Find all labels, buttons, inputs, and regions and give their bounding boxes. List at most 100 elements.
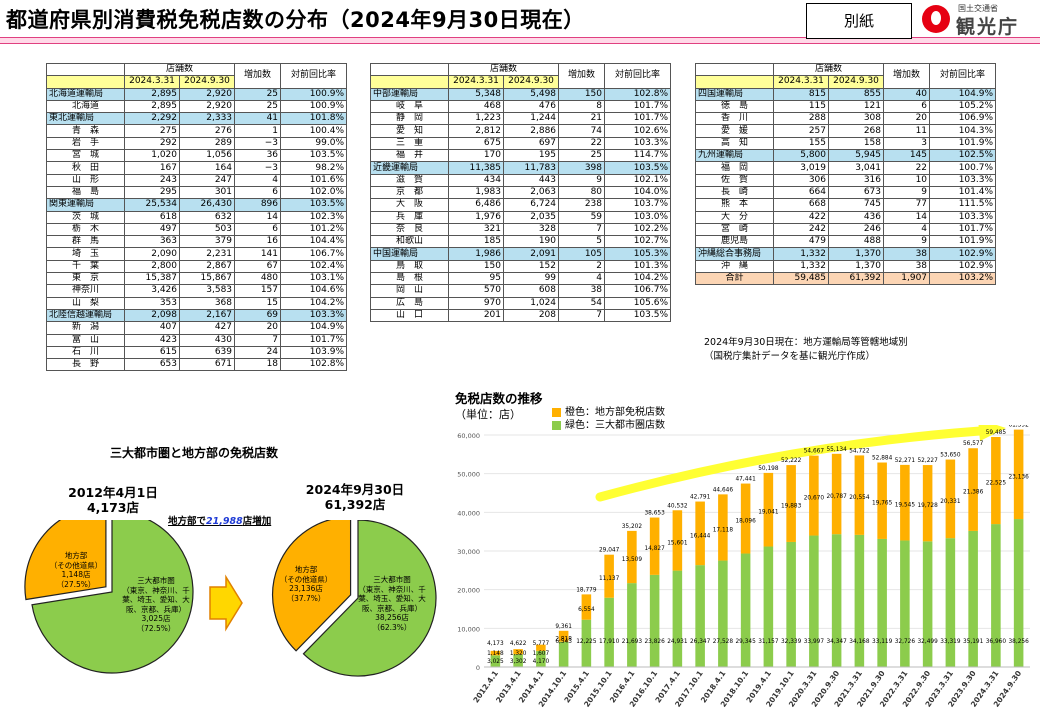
count-2024-9-30: 2,867 <box>178 259 236 274</box>
stores-header: 店舗数 <box>772 62 885 77</box>
count-2024-3-31: 6,486 <box>448 198 504 212</box>
count-2024-9-30: 436 <box>827 210 885 224</box>
pie-2-metro-sub: （東京、神奈川、千葉、埼玉、愛知、大阪、京都、兵庫） <box>358 584 426 613</box>
total-value-label: 47,441 <box>735 477 756 483</box>
date2-header: 2024.9.30 <box>502 75 560 89</box>
region-name: 山 口 <box>370 308 449 323</box>
ratio-value: 100.9% <box>280 99 348 114</box>
increase-value: 480 <box>234 272 282 286</box>
count-2024-3-31: 11,385 <box>448 161 504 175</box>
growth-arrow-icon <box>595 425 1006 502</box>
count-2024-9-30: 1,244 <box>502 112 560 126</box>
metro-value-label: 23,826 <box>644 639 665 645</box>
increase-value: 20 <box>234 321 282 335</box>
ratio-value: 105.3% <box>604 247 672 261</box>
ratio-value: 100.7% <box>929 161 997 175</box>
legend-regional-swatch <box>552 408 561 417</box>
table-row: 三 重 675 697 22 103.3% <box>370 136 672 151</box>
increase-value: 14 <box>883 210 931 224</box>
count-2024-9-30: 1,370 <box>827 247 885 261</box>
pie-1-metro-pct: （72.5%） <box>136 623 176 633</box>
count-2024-9-30: 745 <box>827 198 885 212</box>
bar-regional <box>627 530 637 584</box>
page-title: 都道府県別消費税免税店数の分布（2024年9月30日現在） <box>6 8 585 32</box>
table-row: 茨 城 618 632 14 102.3% <box>46 210 348 224</box>
count-2024-3-31: 970 <box>448 296 504 310</box>
count-2024-9-30: 1,056 <box>178 149 236 163</box>
metro-value-label: 17,910 <box>599 639 620 645</box>
bar-regional <box>786 465 796 542</box>
table-row: 東北運輸局 2,292 2,333 41 101.8% <box>46 112 348 126</box>
regional-value-label: 17,118 <box>713 527 734 533</box>
count-2024-3-31: 257 <box>773 124 829 138</box>
count-2024-9-30: 2,091 <box>502 247 560 261</box>
count-2024-9-30: 289 <box>178 136 236 151</box>
count-2024-9-30: 632 <box>178 210 236 224</box>
region-name: 静 岡 <box>370 112 449 126</box>
attachment-badge: 別紙 <box>806 3 912 39</box>
pie-2-regional-slice <box>272 520 352 652</box>
bar-metro <box>786 541 796 667</box>
count-2024-9-30: 328 <box>502 222 560 237</box>
table-row: 山 形 243 247 4 101.6% <box>46 173 348 187</box>
y-tick-label: 10,000 <box>457 625 480 633</box>
bar-metro <box>740 553 751 667</box>
increase-value: −3 <box>234 161 282 175</box>
count-2024-3-31: 422 <box>773 210 829 224</box>
count-2024-9-30: 855 <box>827 87 885 101</box>
pie-2-metro-name: 三大都市圏 <box>373 575 411 584</box>
count-2024-3-31: 2,812 <box>448 124 504 138</box>
region-name: 高 知 <box>695 136 774 151</box>
count-2024-9-30: 443 <box>502 173 560 187</box>
count-2024-3-31: 407 <box>124 321 180 335</box>
table-row: 中部運輸局 5,348 5,498 150 102.8% <box>370 87 672 101</box>
date1-header: 2024.3.31 <box>773 75 829 89</box>
table-row: 熊 本 668 745 77 111.5% <box>695 198 997 212</box>
ratio-header: 対前回比率 <box>604 63 672 89</box>
region-name: 福 岡 <box>695 161 774 175</box>
count-2024-9-30: 608 <box>502 284 560 298</box>
count-2024-3-31: 5,800 <box>773 149 829 163</box>
y-tick-label: 40,000 <box>457 509 480 517</box>
increase-value: 38 <box>883 247 931 261</box>
count-2024-9-30: 2,231 <box>178 247 236 261</box>
table-row: 奈 良 321 328 7 102.2% <box>370 222 672 237</box>
date1-header: 2024.3.31 <box>124 75 180 89</box>
count-2024-3-31: 353 <box>124 296 180 310</box>
metro-value-label: 34,168 <box>849 639 870 645</box>
region-name: 群 馬 <box>46 235 125 249</box>
bar-metro <box>490 655 501 667</box>
metro-value-label: 6,543 <box>555 639 572 645</box>
ratio-value: 104.2% <box>604 272 672 286</box>
count-2024-3-31: 243 <box>124 173 180 187</box>
regional-value-label: 20,787 <box>826 494 847 500</box>
table-row: 千 葉 2,800 2,867 67 102.4% <box>46 259 348 274</box>
count-2024-9-30: 671 <box>178 358 236 372</box>
region-name: 宮 崎 <box>695 222 774 237</box>
metro-value-label: 27,528 <box>713 639 734 645</box>
ratio-value: 102.3% <box>280 210 348 224</box>
ratio-value: 104.9% <box>280 321 348 335</box>
total-value-label: 40,532 <box>667 503 688 509</box>
regional-value-label: 2,818 <box>555 636 572 642</box>
count-2024-3-31: 423 <box>124 333 180 347</box>
bar-metro <box>831 534 842 667</box>
count-2024-9-30: 2,920 <box>178 99 236 114</box>
count-2024-3-31: 618 <box>124 210 180 224</box>
region-name: 合計 <box>695 272 774 286</box>
total-value-label: 52,227 <box>917 458 938 464</box>
ratio-value: 102.6% <box>604 124 672 138</box>
count-2024-3-31: 3,426 <box>124 284 180 298</box>
table-row: 山 梨 353 368 15 104.2% <box>46 296 348 310</box>
increase-prefix: 地方部で <box>168 516 207 527</box>
pie-1-title: 2012年4月1日 4,173店 <box>48 485 178 515</box>
increase-value: 21 <box>558 112 606 126</box>
region-name: 関東運輸局 <box>46 198 125 212</box>
bar-regional <box>649 517 660 575</box>
table-note-line-2: （国税庁集計データを基に観光庁作成） <box>704 351 876 362</box>
bar-regional <box>991 436 1001 525</box>
count-2024-9-30: 164 <box>178 161 236 175</box>
increase-value: 105 <box>558 247 606 261</box>
count-2024-3-31: 468 <box>448 99 504 114</box>
metro-value-label: 12,225 <box>576 639 597 645</box>
